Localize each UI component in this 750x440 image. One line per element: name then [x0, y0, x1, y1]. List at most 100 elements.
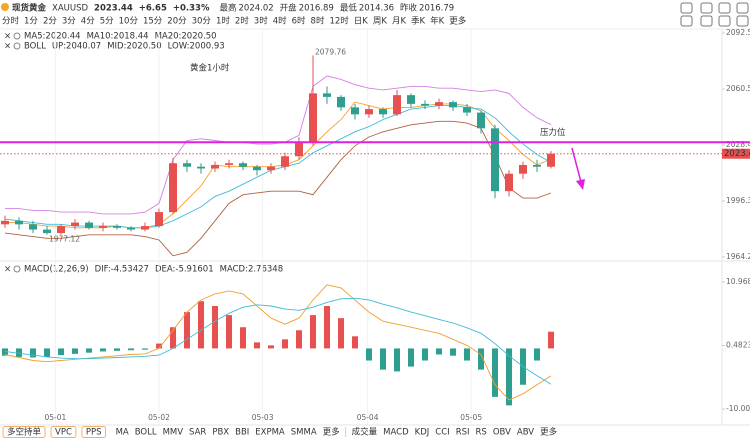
macd-bar — [450, 348, 457, 356]
macd-bar — [1, 348, 8, 356]
period-tab[interactable]: 分时 — [2, 16, 20, 27]
icon-button[interactable] — [718, 15, 731, 27]
candle-body — [281, 156, 290, 167]
period-tab[interactable]: 年K — [430, 16, 445, 27]
legend-item: DIF:-4.53427 — [95, 265, 149, 275]
period-tab[interactable]: 30分 — [192, 17, 212, 27]
icon-button[interactable] — [700, 2, 713, 14]
macd-bar — [99, 348, 106, 352]
pill[interactable] — [81, 426, 107, 438]
settings-icon[interactable] — [13, 42, 21, 50]
indicator-tab[interactable]: BBI — [235, 428, 249, 438]
indicator-tab[interactable]: 更多 — [540, 427, 558, 438]
icon-button[interactable] — [718, 2, 731, 14]
pill-label[interactable]: 多空持单 — [7, 427, 42, 438]
period-tab[interactable]: 8时 — [311, 16, 325, 27]
macd-bar — [296, 330, 303, 349]
macd-bar — [197, 301, 204, 349]
candle-body — [505, 173, 514, 192]
indicator-tab[interactable]: 更多 — [323, 427, 341, 438]
candle-body — [0, 220, 9, 225]
period-tab[interactable]: 周K — [373, 17, 388, 27]
close-icon[interactable]: × — [4, 265, 11, 275]
indicator-tab[interactable]: SMMA — [291, 428, 317, 438]
indicator-line — [4, 284, 552, 401]
macd-bar — [506, 348, 513, 406]
indicator-tab[interactable]: MACD — [383, 428, 409, 438]
indicator-tab[interactable]: PBX — [212, 428, 229, 438]
macd-bar — [366, 348, 373, 361]
indicator-tab[interactable]: MMV — [163, 428, 184, 438]
indicator-tab[interactable]: OBV — [493, 428, 511, 438]
indicator-tab[interactable]: RS — [476, 428, 487, 438]
period-tab[interactable]: 15分 — [143, 17, 163, 27]
period-tab[interactable]: 3时 — [254, 16, 268, 27]
candle-body — [14, 220, 23, 225]
macd-bar — [436, 348, 443, 355]
stat-label: 最高 — [220, 3, 237, 14]
indicator-tab[interactable]: KDJ — [415, 428, 430, 438]
icon-button[interactable] — [680, 15, 693, 27]
symbol: XAUUSD — [52, 4, 88, 14]
indicator-tab[interactable]: 成交量 — [352, 427, 378, 438]
settings-icon[interactable] — [13, 32, 21, 40]
macd-bar — [71, 348, 78, 354]
indicator-tab[interactable]: SAR — [189, 428, 206, 438]
legend-item: DEA:-5.91601 — [155, 265, 214, 275]
candle-body — [70, 222, 79, 227]
macd-bar — [282, 339, 289, 349]
pill-label[interactable]: VPC — [55, 428, 72, 438]
y-tick-label: 2092.59 — [726, 28, 750, 37]
indicator-tab[interactable]: MA — [116, 428, 129, 438]
indicator-tab[interactable]: ABV — [517, 428, 534, 438]
icon-button[interactable] — [736, 2, 749, 14]
candle-body — [533, 164, 542, 167]
legend-item: MACD:2.76348 — [220, 265, 284, 275]
period-tab[interactable]: 12时 — [329, 16, 349, 27]
change-pct: +0.33% — [173, 4, 210, 14]
period-tab[interactable]: 20分 — [167, 17, 187, 27]
period-tab[interactable]: 更多 — [449, 16, 467, 27]
candle-body — [337, 96, 346, 108]
icon-button[interactable] — [736, 15, 749, 27]
pill[interactable] — [2, 426, 46, 438]
candle-body — [224, 163, 233, 165]
legend-item: LOW:2000.93 — [168, 42, 225, 52]
macd-bar — [548, 331, 555, 349]
candle-body — [42, 229, 51, 234]
indicator-line — [4, 297, 552, 385]
settings-icon[interactable] — [13, 265, 21, 273]
candle-body — [477, 112, 486, 129]
period-tab[interactable]: 月K — [392, 17, 407, 27]
period-tab[interactable]: 季K — [411, 16, 426, 27]
y-tick-label: -10.00407 — [726, 404, 750, 413]
symbol-name: 现货黄金 — [12, 3, 47, 14]
period-tab[interactable]: 6时 — [292, 16, 306, 27]
pill-label[interactable]: PPS — [86, 428, 102, 438]
stat-value: 2016.79 — [419, 4, 454, 14]
macd-bar — [85, 348, 92, 353]
period-tab[interactable]: 1时 — [216, 16, 230, 27]
period-tab[interactable]: 5分 — [100, 17, 114, 27]
period-tab[interactable]: 日K — [354, 17, 369, 27]
indicator-tab[interactable]: BOLL — [135, 428, 157, 438]
indicator-tab[interactable]: RSI — [456, 428, 470, 438]
period-tab[interactable]: 10分 — [119, 17, 139, 27]
period-tab[interactable]: 2时 — [235, 16, 249, 27]
icon-button[interactable] — [680, 2, 693, 14]
period-tab[interactable]: 1分 — [24, 17, 38, 27]
indicator-tab[interactable]: EXPMA — [255, 428, 285, 438]
period-tab[interactable]: 4分 — [81, 17, 95, 27]
indicator-line — [4, 105, 552, 229]
period-tab[interactable]: 3分 — [62, 17, 76, 27]
indicator-tab[interactable]: CCI — [435, 428, 449, 438]
period-tab[interactable]: 4时 — [273, 16, 287, 27]
icon-button[interactable] — [700, 15, 713, 27]
close-icon[interactable]: × — [4, 42, 11, 52]
close-icon[interactable]: × — [4, 32, 11, 42]
period-tab[interactable]: 2分 — [43, 17, 57, 27]
indicator-line — [4, 120, 552, 257]
candle-body — [196, 166, 205, 169]
pill[interactable] — [50, 426, 77, 438]
